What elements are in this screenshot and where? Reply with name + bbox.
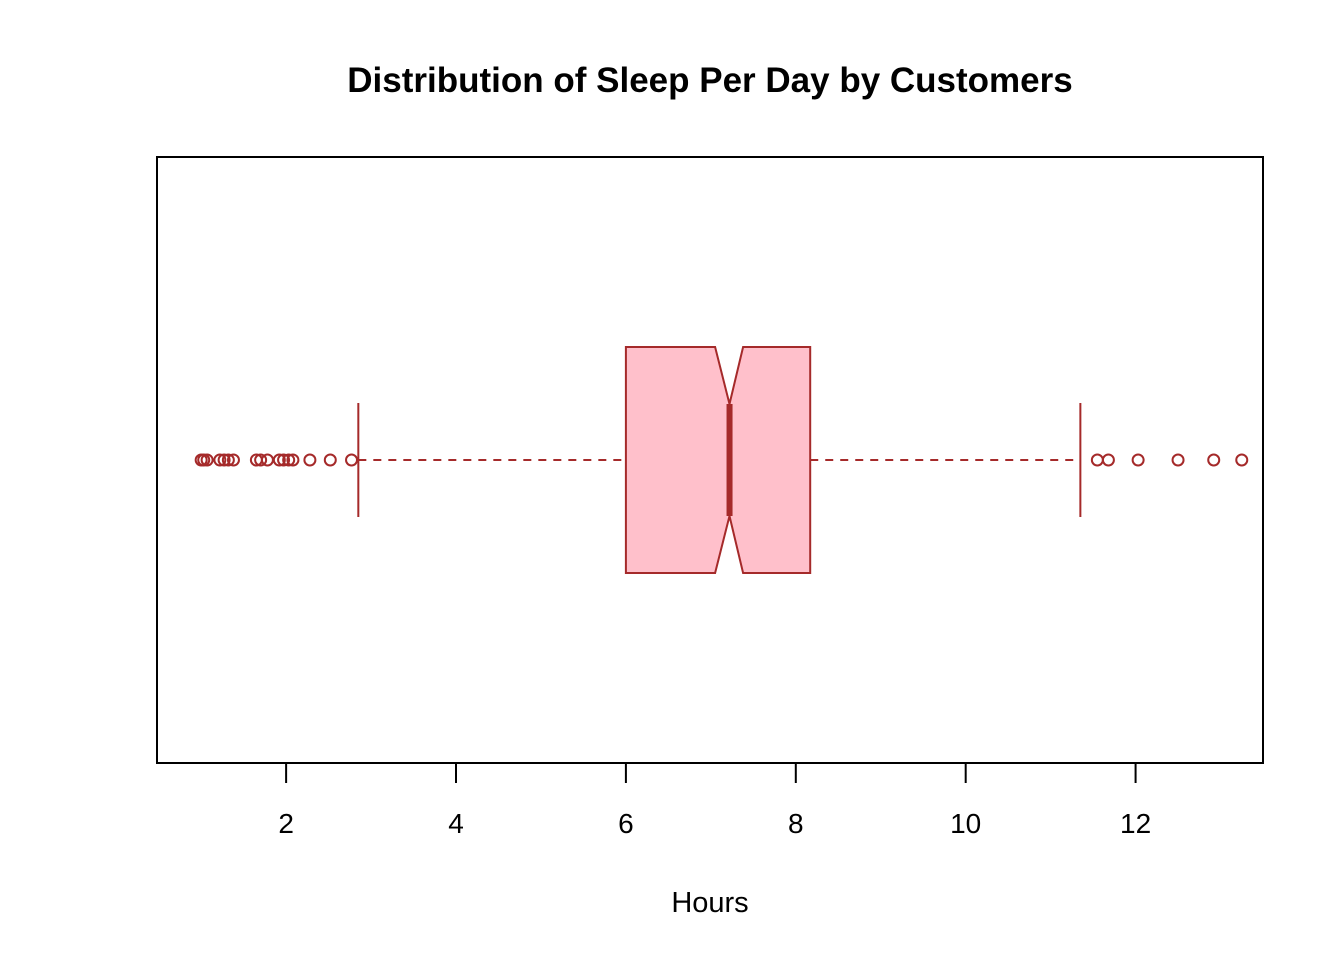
x-tick-label: 2: [278, 808, 294, 839]
outlier-point: [200, 453, 214, 467]
outlier-point: [282, 453, 296, 467]
x-tick-label: 8: [788, 808, 804, 839]
outlier-point: [221, 453, 235, 467]
outlier-point: [254, 453, 268, 467]
outlier-point: [226, 453, 240, 467]
outlier-point: [323, 453, 337, 467]
outlier-point: [260, 453, 274, 467]
outlier-point: [217, 453, 231, 467]
outlier-point: [286, 453, 300, 467]
box-iqr: [624, 346, 812, 574]
outlier-point: [345, 453, 359, 467]
outlier-point: [1101, 453, 1115, 467]
plot-content: [194, 346, 1249, 574]
x-axis: 2 4 6 8 10 12: [278, 762, 1151, 839]
outlier-point: [213, 453, 227, 467]
outlier-point: [272, 453, 286, 467]
x-tick-label: 6: [618, 808, 634, 839]
outlier-point: [1090, 453, 1104, 467]
outlier-point: [277, 453, 291, 467]
outlier-point: [1235, 453, 1249, 467]
outlier-point: [1207, 453, 1221, 467]
x-tick-label: 12: [1120, 808, 1151, 839]
x-tick-label: 10: [950, 808, 981, 839]
x-axis-label: Hours: [671, 887, 748, 919]
outlier-point: [1131, 453, 1145, 467]
outlier-point: [303, 453, 317, 467]
chart-title: Distribution of Sleep Per Day by Custome…: [347, 61, 1072, 100]
x-tick-label: 4: [448, 808, 464, 839]
outlier-point: [1171, 453, 1185, 467]
